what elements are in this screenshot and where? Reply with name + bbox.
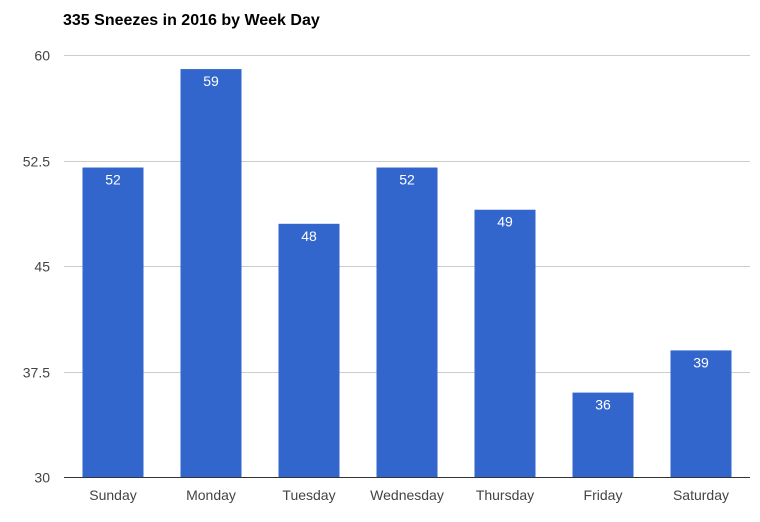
x-axis-ticks: Sunday Monday Tuesday Wednesday Thursday Frid…	[89, 487, 729, 503]
bar-tuesday	[278, 223, 340, 477]
x-tick-label: Monday	[186, 487, 236, 503]
data-label: 39	[693, 354, 709, 370]
y-tick-label: 37.5	[23, 365, 50, 381]
data-label: 48	[301, 228, 317, 244]
x-tick-label: Friday	[584, 487, 623, 503]
x-tick-label: Saturday	[673, 487, 729, 503]
bar-friday	[572, 392, 634, 477]
data-label: 49	[497, 214, 513, 230]
data-label: 52	[105, 172, 121, 188]
y-tick-label: 60	[34, 48, 50, 64]
bar-wednesday	[376, 167, 438, 478]
y-tick-label: 30	[34, 470, 50, 486]
data-label: 59	[203, 73, 219, 89]
y-tick-label: 45	[34, 259, 50, 275]
x-tick-label: Thursday	[476, 487, 534, 503]
x-tick-label: Tuesday	[282, 487, 335, 503]
bars	[82, 69, 732, 478]
bar-monday	[180, 69, 242, 478]
x-tick-label: Sunday	[89, 487, 136, 503]
bar-thursday	[474, 209, 536, 477]
chart-title: 335 Sneezes in 2016 by Week Day	[63, 12, 320, 29]
data-labels: 52 59 48 52 49 36 39	[105, 73, 709, 413]
data-label: 36	[595, 397, 611, 413]
y-tick-label: 52.5	[23, 154, 50, 170]
data-label: 52	[399, 172, 415, 188]
x-tick-label: Wednesday	[370, 487, 444, 503]
bar-sunday	[82, 167, 144, 478]
y-axis-ticks: 30 37.5 45 52.5 60	[23, 48, 50, 486]
bar-saturday	[670, 350, 732, 477]
